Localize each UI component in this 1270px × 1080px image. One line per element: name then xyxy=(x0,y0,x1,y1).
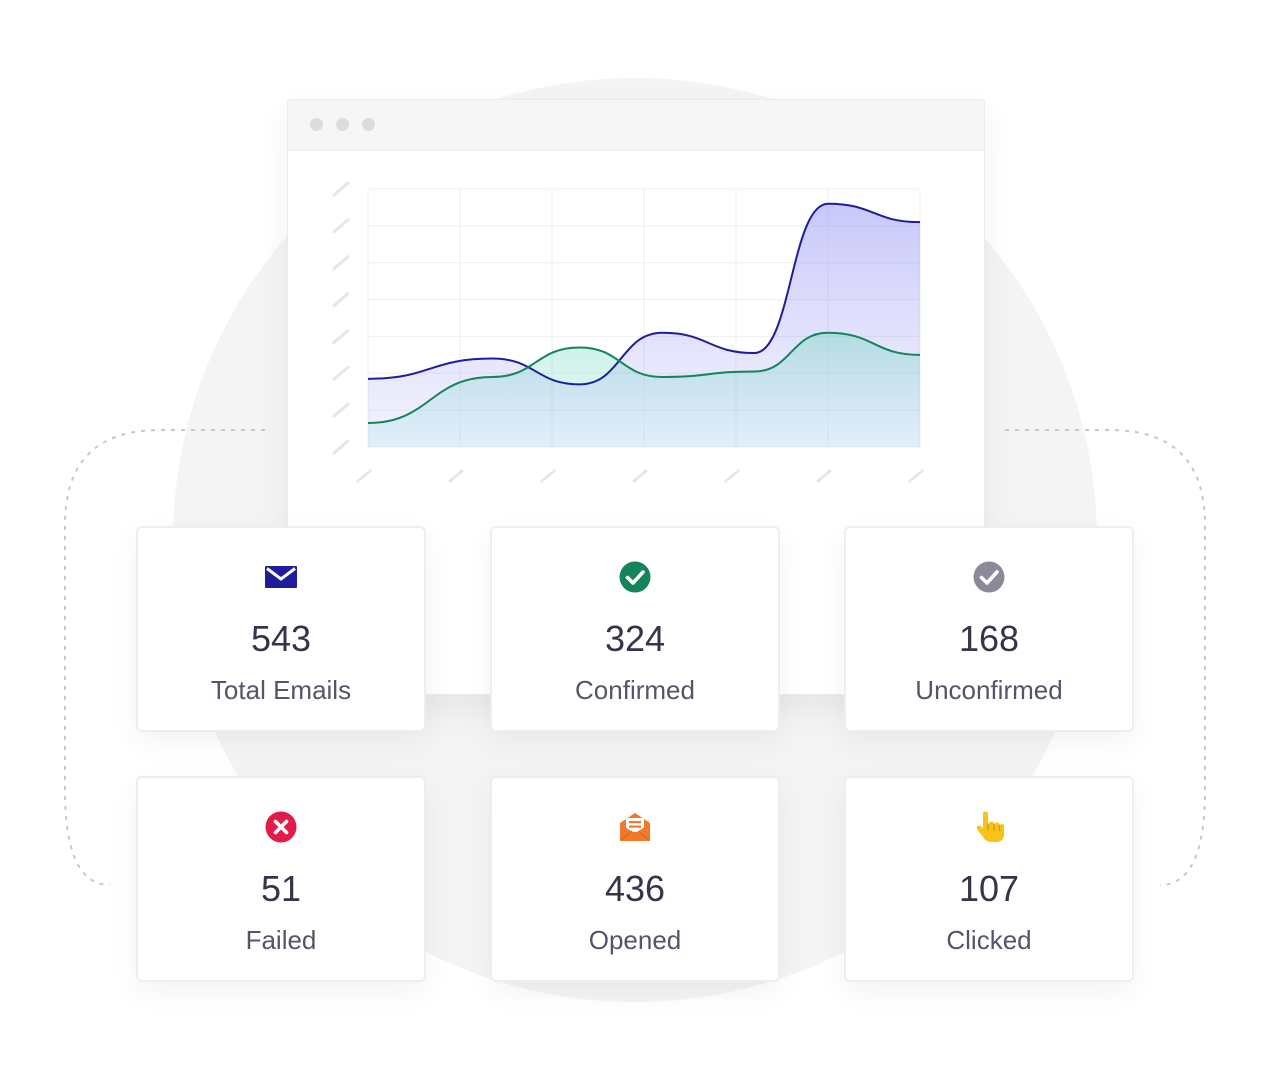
pointing-hand-icon xyxy=(976,811,1004,842)
y-tick-placeholder xyxy=(332,328,350,344)
stat-value: 436 xyxy=(604,868,666,909)
window-titlebar xyxy=(288,100,984,151)
stat-value: 168 xyxy=(958,618,1020,659)
x-tick-placeholder xyxy=(724,469,740,483)
y-tick-placeholder xyxy=(332,292,350,308)
stat-card-total-emails: 543 Total Emails xyxy=(136,526,426,732)
stat-card-unconfirmed: 168 Unconfirmed xyxy=(844,526,1134,732)
check-circle-gray-icon xyxy=(973,561,1005,593)
open-envelope-icon xyxy=(620,813,650,841)
stat-card-opened: 436 Opened xyxy=(490,776,780,982)
stat-label: Clicked xyxy=(946,925,1032,955)
stat-label: Confirmed xyxy=(575,675,695,705)
stat-value: 107 xyxy=(958,868,1020,909)
series-line xyxy=(367,331,921,425)
stat-label: Total Emails xyxy=(210,675,352,705)
stat-card-failed: 51 Failed xyxy=(136,776,426,982)
stat-card-clicked: 107 Clicked xyxy=(844,776,1134,982)
area-chart xyxy=(332,181,924,483)
x-tick-placeholder xyxy=(356,469,372,483)
window-dot xyxy=(336,118,349,131)
x-tick-placeholder xyxy=(448,469,464,483)
y-tick-placeholder xyxy=(332,218,350,234)
chart-window xyxy=(287,99,985,695)
y-tick-placeholder xyxy=(332,181,350,197)
stat-value: 51 xyxy=(260,868,302,909)
stat-card-confirmed: 324 Confirmed xyxy=(490,526,780,732)
stat-value: 324 xyxy=(604,618,666,659)
y-tick-placeholder xyxy=(332,439,350,455)
series-line xyxy=(367,202,921,386)
y-tick-placeholder xyxy=(332,402,350,418)
x-tick-placeholder xyxy=(540,469,556,483)
check-circle-icon xyxy=(619,561,651,593)
y-tick-placeholder xyxy=(332,255,350,271)
window-dot xyxy=(310,118,323,131)
stat-value: 543 xyxy=(250,618,312,659)
x-tick-placeholder xyxy=(816,469,832,483)
y-tick-placeholder xyxy=(332,365,350,381)
envelope-icon xyxy=(265,566,297,588)
x-circle-icon xyxy=(265,811,297,843)
stat-label: Failed xyxy=(245,925,317,955)
stat-label: Unconfirmed xyxy=(915,675,1063,705)
window-dot xyxy=(362,118,375,131)
x-tick-placeholder xyxy=(632,469,648,483)
stat-label: Opened xyxy=(588,925,682,955)
x-tick-placeholder xyxy=(908,469,924,483)
